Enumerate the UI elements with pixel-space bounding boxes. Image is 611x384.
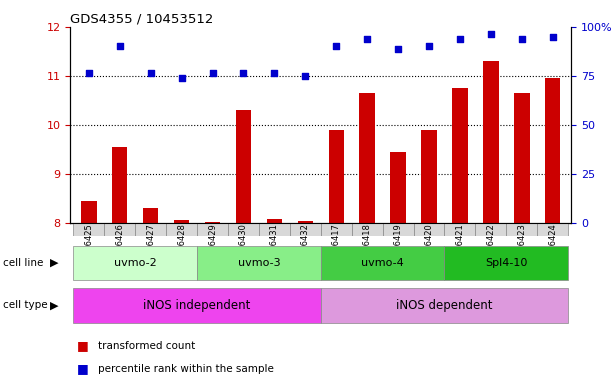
Text: uvmo-4: uvmo-4 xyxy=(361,258,404,268)
Point xyxy=(362,36,372,42)
Text: GSM796428: GSM796428 xyxy=(177,223,186,274)
Bar xyxy=(174,220,189,223)
Point xyxy=(548,33,558,40)
Text: ■: ■ xyxy=(76,362,88,375)
Bar xyxy=(483,61,499,223)
FancyBboxPatch shape xyxy=(228,223,259,236)
Point xyxy=(331,43,341,50)
Point xyxy=(177,75,186,81)
Text: GSM796421: GSM796421 xyxy=(455,223,464,274)
Bar xyxy=(112,147,128,223)
FancyBboxPatch shape xyxy=(382,223,414,236)
Point xyxy=(238,70,248,76)
Point xyxy=(115,43,125,50)
Text: GSM796420: GSM796420 xyxy=(425,223,434,274)
Bar xyxy=(359,93,375,223)
Bar xyxy=(452,88,467,223)
Point xyxy=(393,46,403,52)
FancyBboxPatch shape xyxy=(290,223,321,236)
FancyBboxPatch shape xyxy=(197,223,228,236)
Bar xyxy=(298,221,313,223)
Point xyxy=(517,36,527,42)
Bar xyxy=(205,222,220,223)
Point xyxy=(301,73,310,79)
FancyBboxPatch shape xyxy=(444,223,475,236)
Text: ■: ■ xyxy=(76,339,88,352)
Text: GSM796427: GSM796427 xyxy=(146,223,155,274)
Text: cell line: cell line xyxy=(3,258,43,268)
Bar xyxy=(236,110,251,223)
Text: GSM796430: GSM796430 xyxy=(239,223,248,274)
Text: uvmo-3: uvmo-3 xyxy=(238,258,280,268)
FancyBboxPatch shape xyxy=(259,223,290,236)
Text: GSM796418: GSM796418 xyxy=(363,223,371,274)
Text: ▶: ▶ xyxy=(49,258,58,268)
Text: uvmo-2: uvmo-2 xyxy=(114,258,156,268)
FancyBboxPatch shape xyxy=(444,246,568,280)
Text: GSM796419: GSM796419 xyxy=(393,223,403,274)
Text: ▶: ▶ xyxy=(49,300,58,310)
Text: GSM796423: GSM796423 xyxy=(518,223,526,274)
FancyBboxPatch shape xyxy=(135,223,166,236)
Text: iNOS independent: iNOS independent xyxy=(144,299,251,312)
Point xyxy=(146,70,156,76)
Point xyxy=(84,70,93,76)
Text: iNOS dependent: iNOS dependent xyxy=(397,299,492,312)
FancyBboxPatch shape xyxy=(73,288,321,323)
Bar xyxy=(545,78,560,223)
Text: GSM796417: GSM796417 xyxy=(332,223,341,274)
Bar xyxy=(329,130,344,223)
Bar xyxy=(514,93,530,223)
Text: GSM796422: GSM796422 xyxy=(486,223,496,274)
FancyBboxPatch shape xyxy=(414,223,444,236)
Point xyxy=(455,36,465,42)
FancyBboxPatch shape xyxy=(321,223,352,236)
Text: GSM796432: GSM796432 xyxy=(301,223,310,274)
FancyBboxPatch shape xyxy=(166,223,197,236)
FancyBboxPatch shape xyxy=(197,246,321,280)
FancyBboxPatch shape xyxy=(73,246,197,280)
Point xyxy=(269,70,279,76)
Text: GDS4355 / 10453512: GDS4355 / 10453512 xyxy=(70,13,214,26)
Bar xyxy=(390,152,406,223)
FancyBboxPatch shape xyxy=(352,223,382,236)
Text: GSM796426: GSM796426 xyxy=(115,223,124,274)
Point xyxy=(424,43,434,50)
Text: GSM796429: GSM796429 xyxy=(208,223,217,274)
FancyBboxPatch shape xyxy=(321,288,568,323)
FancyBboxPatch shape xyxy=(475,223,507,236)
Text: GSM796431: GSM796431 xyxy=(270,223,279,274)
Bar xyxy=(422,130,437,223)
Bar xyxy=(143,208,158,223)
Text: percentile rank within the sample: percentile rank within the sample xyxy=(98,364,274,374)
Text: Spl4-10: Spl4-10 xyxy=(485,258,527,268)
Text: transformed count: transformed count xyxy=(98,341,195,351)
Text: GSM796424: GSM796424 xyxy=(548,223,557,274)
Bar xyxy=(266,219,282,223)
FancyBboxPatch shape xyxy=(507,223,537,236)
Bar xyxy=(81,201,97,223)
FancyBboxPatch shape xyxy=(104,223,135,236)
Point xyxy=(208,70,218,76)
Text: cell type: cell type xyxy=(3,300,48,310)
Point xyxy=(486,31,496,37)
FancyBboxPatch shape xyxy=(537,223,568,236)
FancyBboxPatch shape xyxy=(73,223,104,236)
FancyBboxPatch shape xyxy=(321,246,444,280)
Text: GSM796425: GSM796425 xyxy=(84,223,93,274)
